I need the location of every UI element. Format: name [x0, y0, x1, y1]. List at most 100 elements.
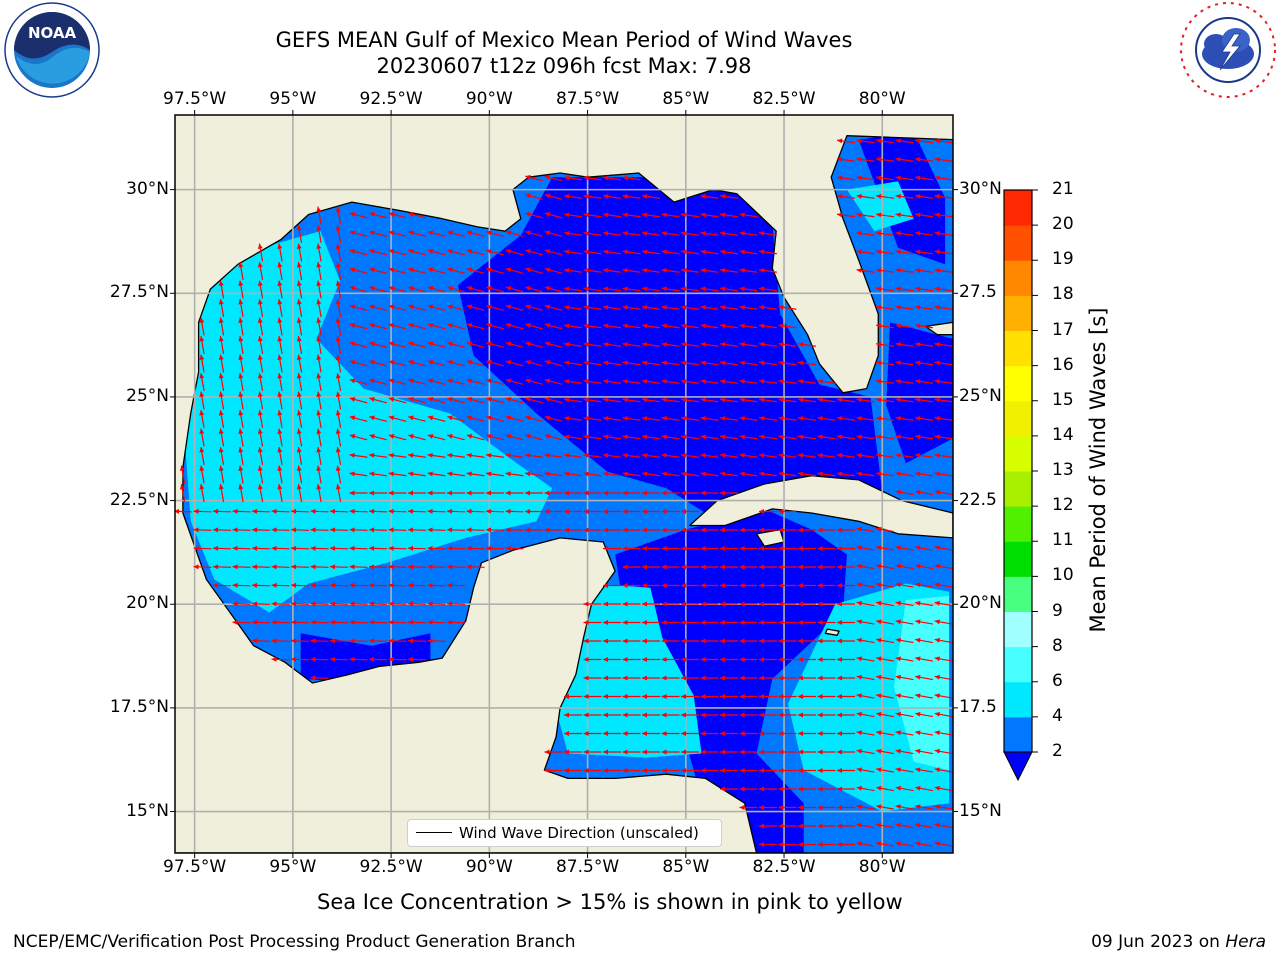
wind-arrowhead — [622, 286, 628, 292]
wind-arrowhead — [700, 749, 706, 755]
wind-arrowhead — [388, 323, 395, 328]
wind-arrowhead — [837, 805, 842, 810]
lat-tick-label: 25°N — [959, 385, 1002, 406]
wind-arrowhead — [199, 336, 205, 342]
lon-tick-label: 87.5°W — [555, 857, 620, 877]
wind-arrowhead — [817, 471, 823, 477]
wind-arrowhead — [622, 749, 628, 755]
wind-arrowhead — [232, 619, 238, 625]
wind-arrowhead — [622, 360, 628, 366]
wind-arrowhead — [388, 249, 395, 254]
wind-arrowhead — [525, 230, 531, 236]
wind-arrowhead — [544, 212, 551, 217]
wind-arrowhead — [778, 323, 784, 329]
wind-arrowhead — [603, 768, 608, 773]
wind-arrowhead — [335, 299, 341, 305]
wind-arrowhead — [895, 563, 901, 569]
wind-arrowhead — [335, 410, 341, 416]
wind-arrowhead — [700, 657, 706, 662]
wind-arrowhead — [700, 434, 706, 440]
lon-tick-label: 95°W — [269, 857, 317, 877]
wind-arrowhead — [934, 360, 940, 366]
colorbar-tick-label: 8 — [1052, 635, 1063, 656]
wind-arrowhead — [427, 267, 434, 273]
wind-arrowhead — [778, 509, 784, 514]
wind-arrowhead — [934, 600, 940, 606]
wind-arrowhead — [238, 299, 244, 305]
wind-arrowhead — [296, 465, 302, 471]
wind-arrowhead — [335, 243, 341, 249]
wind-arrowhead — [778, 638, 784, 644]
wind-arrowhead — [408, 638, 414, 644]
wind-arrowhead — [700, 490, 706, 496]
wind-arrowhead — [388, 267, 395, 273]
wind-arrowhead — [525, 490, 530, 496]
wind-arrowhead — [759, 638, 764, 644]
wind-arrowhead — [876, 323, 882, 329]
wind-arrowhead — [369, 397, 375, 402]
wind-arrowhead — [856, 526, 862, 532]
wind-arrowhead — [720, 471, 726, 477]
wind-arrowhead — [876, 230, 882, 236]
wind-arrowhead — [330, 564, 336, 570]
wind-arrowhead — [681, 694, 686, 699]
wind-arrowhead — [218, 447, 224, 453]
wind-arrowhead — [934, 156, 940, 162]
wind-arrowhead — [213, 527, 219, 533]
wind-arrowhead — [778, 378, 784, 384]
wind-arrowhead — [895, 674, 901, 680]
wind-arrowhead — [817, 786, 823, 792]
wind-arrowhead — [934, 748, 940, 754]
wind-arrowhead — [759, 601, 764, 607]
wind-arrowhead — [218, 317, 224, 323]
wind-arrowhead — [369, 471, 375, 477]
wind-arrowhead — [238, 391, 244, 397]
wind-arrowhead — [778, 304, 784, 310]
wind-arrowhead — [408, 564, 414, 570]
wind-arrowhead — [895, 767, 901, 773]
wind-arrowhead — [876, 193, 882, 199]
wind-arrowhead — [583, 323, 589, 329]
wind-arrowhead — [817, 768, 823, 773]
wind-arrowhead — [759, 546, 764, 551]
wind-arrowhead — [720, 490, 725, 496]
wind-arrowhead — [335, 373, 341, 379]
wind-arrowhead — [427, 434, 434, 439]
wind-arrowhead — [257, 336, 263, 342]
wind-arrowhead — [622, 712, 628, 718]
wind-arrowhead — [544, 193, 551, 199]
wind-arrowhead — [583, 360, 589, 366]
wind-arrowhead — [661, 620, 667, 625]
wind-arrowhead — [193, 527, 199, 533]
wind-arrowhead — [681, 249, 687, 255]
wind-arrowhead — [466, 341, 473, 347]
wind-arrowhead — [817, 842, 823, 847]
wind-arrowhead — [642, 434, 648, 440]
wind-arrowhead — [856, 841, 862, 847]
wind-arrowhead — [603, 546, 608, 551]
wind-arrowhead — [700, 360, 706, 366]
wind-arrowhead — [291, 656, 297, 662]
footer-date: 09 Jun 2023 on Hera — [1091, 932, 1266, 952]
wind-arrowhead — [257, 447, 263, 453]
wind-arrowhead — [681, 490, 686, 496]
wind-arrowhead — [335, 317, 341, 323]
wind-arrowhead — [349, 267, 356, 273]
wind-arrowhead — [564, 175, 570, 181]
wind-arrowhead — [349, 415, 356, 421]
colorbar-tick-label: 17 — [1052, 319, 1074, 340]
wind-arrowhead — [856, 230, 862, 236]
wind-arrowhead — [316, 354, 322, 360]
wind-arrowhead — [915, 230, 921, 236]
wind-arrowhead — [739, 731, 745, 736]
wind-arrowhead — [720, 620, 725, 625]
wind-arrowhead — [310, 582, 316, 588]
lon-tick-label: 80°W — [858, 89, 906, 109]
wind-arrowhead — [681, 323, 687, 329]
wind-arrowhead — [388, 434, 395, 439]
wind-arrowhead — [564, 249, 570, 255]
wind-arrowhead — [642, 471, 648, 477]
wind-arrowhead — [681, 657, 686, 662]
land-cuba — [689, 475, 953, 539]
wind-arrowhead — [837, 175, 843, 181]
